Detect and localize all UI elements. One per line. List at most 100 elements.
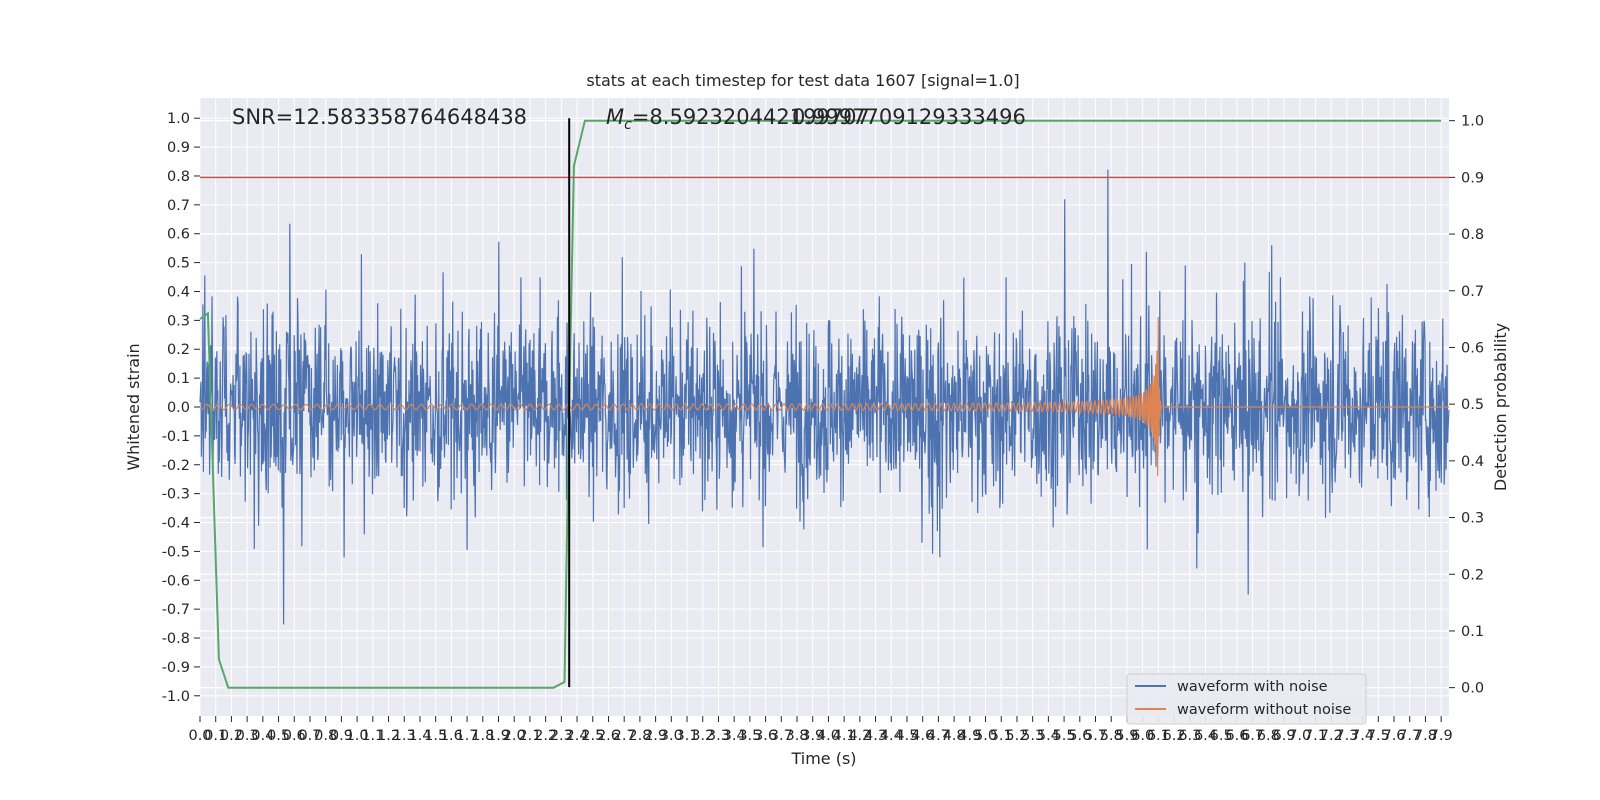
y2-tick-label: 0.2 <box>1461 567 1484 583</box>
x-tick-label: 7.2 <box>1320 728 1343 744</box>
x-tick-label: 4.7 <box>927 728 950 744</box>
series-detection-probability <box>199 119 1442 689</box>
x-tick-label: 7.4 <box>1351 728 1374 744</box>
y-tick-label: -0.5 <box>162 544 190 560</box>
y-tick-label: 0.5 <box>167 256 190 272</box>
x-tick-label: 6.8 <box>1257 728 1280 744</box>
y2-tick-label: 1.0 <box>1461 114 1484 130</box>
x-tick-label: 6.0 <box>1131 728 1154 744</box>
x-tick-label: 6.7 <box>1241 728 1264 744</box>
x-tick-label: 3.2 <box>691 728 714 744</box>
y-axis-label: Whitened strain <box>124 343 143 470</box>
y2-tick-label: 0.3 <box>1461 511 1484 527</box>
snr-annotation: SNR=12.583358764648438 <box>232 105 527 129</box>
x-tick-label: 0.6 <box>283 728 306 744</box>
x-tick-label: 0.9 <box>330 728 353 744</box>
x-tick-label: 2.1 <box>518 728 541 744</box>
y2-tick-label: 0.1 <box>1461 624 1484 640</box>
x-tick-label: 7.6 <box>1382 728 1405 744</box>
probability-trace <box>199 119 1442 689</box>
legend: waveform with noise waveform without noi… <box>1126 673 1367 725</box>
x-tick-label: 1.4 <box>408 728 431 744</box>
legend-label-clean: waveform without noise <box>1177 702 1351 718</box>
chirp-mass-overlap-annotation: 0.9997709129333496 <box>792 105 1026 129</box>
x-tick-label: 3.7 <box>770 728 793 744</box>
x-tick-label: 4.9 <box>958 728 981 744</box>
y-axis-right-ticks: 0.0 0.1 0.2 0.3 0.4 0.5 0.6 0.7 0.8 0.9 1.0 <box>1449 114 1484 697</box>
x-tick-label: 7.1 <box>1304 728 1327 744</box>
y-tick-label: -0.6 <box>162 573 190 589</box>
y-tick-label: 0.7 <box>167 198 190 214</box>
x-tick-label: 6.6 <box>1225 728 1248 744</box>
x-tick-label: 5.7 <box>1084 728 1107 744</box>
x-tick-label: 0.8 <box>314 728 337 744</box>
x-tick-label: 6.4 <box>1194 728 1217 744</box>
y2-tick-label: 0.4 <box>1461 454 1484 470</box>
x-tick-label: 2.9 <box>644 728 667 744</box>
y-tick-label: 0.2 <box>167 342 190 358</box>
x-tick-label: 7.9 <box>1430 728 1453 744</box>
x-tick-label: 3.8 <box>785 728 808 744</box>
x-tick-label: 6.3 <box>1178 728 1201 744</box>
x-tick-label: 4.2 <box>848 728 871 744</box>
x-tick-label: 2.6 <box>597 728 620 744</box>
x-tick-label: 5.2 <box>1005 728 1028 744</box>
y-tick-label: 0.0 <box>167 400 190 416</box>
x-tick-label: 4.6 <box>911 728 934 744</box>
x-tick-label: 7.7 <box>1398 728 1421 744</box>
x-tick-label: 3.3 <box>707 728 730 744</box>
y-tick-label: -0.8 <box>162 631 190 647</box>
x-tick-label: 6.2 <box>1163 728 1186 744</box>
x-tick-label: 5.5 <box>1053 728 1076 744</box>
x-tick-label: 4.0 <box>817 728 840 744</box>
y2-tick-label: 0.5 <box>1461 397 1484 413</box>
y-tick-label: -0.2 <box>162 458 190 474</box>
x-tick-label: 0.0 <box>188 728 211 744</box>
x-tick-label: 1.8 <box>471 728 494 744</box>
series-waveform-with-noise <box>199 169 1450 625</box>
x-tick-label: 4.5 <box>895 728 918 744</box>
noise-trace <box>199 169 1450 625</box>
x-tick-label: 2.7 <box>613 728 636 744</box>
x-tick-label: 2.5 <box>581 728 604 744</box>
y-tick-label: -0.3 <box>162 487 190 503</box>
y2-tick-label: 0.6 <box>1461 340 1484 356</box>
y2-tick-label: 0.0 <box>1461 681 1484 697</box>
x-tick-label: 0.3 <box>236 728 259 744</box>
x-tick-label: 1.6 <box>440 728 463 744</box>
x-tick-label: 0.5 <box>267 728 290 744</box>
x-tick-label: 3.5 <box>738 728 761 744</box>
x-tick-label: 7.5 <box>1367 728 1390 744</box>
y-tick-label: -1.0 <box>162 689 190 705</box>
x-tick-label: 1.9 <box>487 728 510 744</box>
x-tick-label: 6.9 <box>1273 728 1296 744</box>
y-tick-label: 0.3 <box>167 313 190 329</box>
x-tick-label: 4.8 <box>943 728 966 744</box>
x-tick-label: 6.1 <box>1147 728 1170 744</box>
x-tick-label: 5.8 <box>1100 728 1123 744</box>
x-tick-label: 2.0 <box>503 728 526 744</box>
x-tick-label: 3.6 <box>754 728 777 744</box>
y2-tick-label: 0.7 <box>1461 284 1484 300</box>
x-tick-label: 1.1 <box>361 728 384 744</box>
chart-title: stats at each timestep for test data 160… <box>586 71 1019 90</box>
x-tick-label: 5.4 <box>1037 728 1060 744</box>
y-tick-label: 0.4 <box>167 284 190 300</box>
series-waveform-without-noise <box>199 316 1449 477</box>
clean-trace <box>199 316 1449 477</box>
x-tick-label: 6.5 <box>1210 728 1233 744</box>
y2-tick-label: 0.8 <box>1461 227 1484 243</box>
x-tick-label: 3.4 <box>723 728 746 744</box>
y-axis-left-ticks: -1.0 -0.9 -0.8 -0.7 -0.6 -0.5 -0.4 -0.3 -0.2 -0.1… <box>162 111 200 705</box>
x-tick-label: 7.3 <box>1335 728 1358 744</box>
x-tick-label: 1.5 <box>424 728 447 744</box>
x-tick-label: 1.3 <box>393 728 416 744</box>
y-tick-label: 0.6 <box>167 227 190 243</box>
legend-box <box>1126 673 1367 725</box>
x-tick-label: 0.7 <box>298 728 321 744</box>
x-tick-label: 2.8 <box>628 728 651 744</box>
x-tick-label: 5.3 <box>1021 728 1044 744</box>
x-tick-label: 2.2 <box>534 728 557 744</box>
x-tick-label: 1.7 <box>456 728 479 744</box>
